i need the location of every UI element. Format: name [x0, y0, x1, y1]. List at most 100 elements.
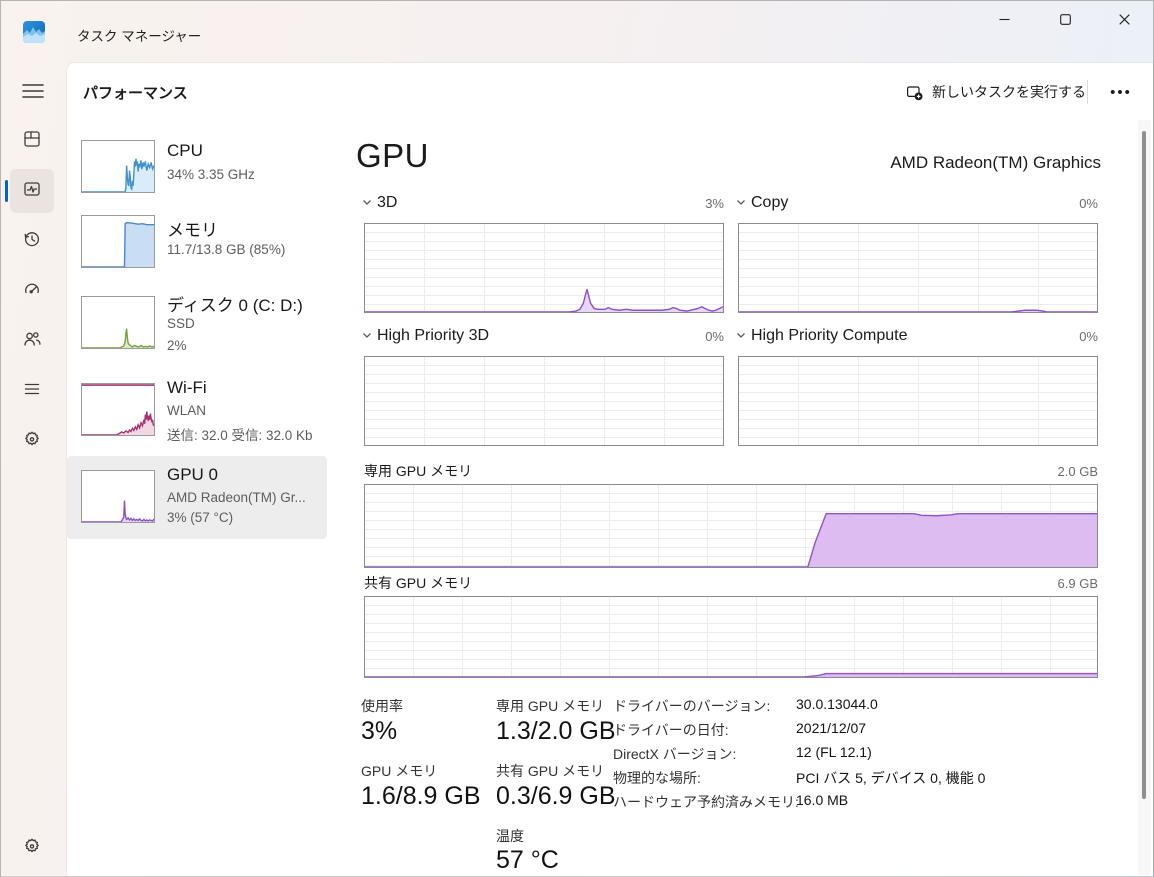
driver-date-value: 2021/12/07	[796, 720, 867, 736]
speedometer-icon	[22, 279, 42, 304]
wifi-network: WLAN	[167, 403, 207, 418]
shared-memory-max: 6.9 GB	[1057, 575, 1098, 591]
maximize-icon	[1059, 13, 1071, 28]
utilization-label: 使用率	[361, 698, 403, 714]
sidebar-item-app-history[interactable]	[10, 219, 54, 263]
engine-copy-label: Copy	[751, 194, 789, 211]
gpu-adapter: AMD Radeon(TM) Gr...	[167, 490, 306, 505]
engine-hp3d-label: High Priority 3D	[377, 327, 490, 344]
settings-gear-icon	[22, 836, 42, 861]
physical-location-label: 物理的な場所:	[613, 770, 701, 786]
disk-type: SSD	[167, 316, 195, 331]
sidebar-item-settings[interactable]	[10, 826, 54, 870]
temperature-value: 57 °C	[496, 846, 559, 874]
run-new-task-button[interactable]: 新しいタスクを実行する	[894, 75, 1098, 109]
shared-memory-chart	[364, 596, 1098, 678]
shared-memory-stat-value: 0.3/6.9 GB	[496, 782, 616, 810]
cpu-stats: 34% 3.35 GHz	[167, 167, 255, 182]
performance-icon	[22, 179, 42, 204]
hamburger-icon	[22, 83, 44, 104]
engine-hpcompute-selector[interactable]: High Priority Compute	[736, 327, 908, 345]
sidebar-item-performance[interactable]	[10, 169, 54, 213]
engine-3d-selector[interactable]: 3D	[362, 194, 397, 212]
window-title: タスク マネージャー	[77, 29, 202, 44]
maximize-button[interactable]	[1042, 3, 1088, 37]
dedicated-memory-max: 2.0 GB	[1057, 463, 1098, 479]
driver-version-label: ドライバーのバージョン:	[613, 698, 771, 714]
new-task-icon	[906, 84, 923, 101]
sidebar-item-details[interactable]	[10, 369, 54, 413]
gpu-usage-temp: 3% (57 °C)	[167, 510, 234, 525]
wifi-title: Wi-Fi	[167, 378, 207, 397]
disk-usage: 2%	[167, 338, 187, 353]
directx-version-label: DirectX バージョン:	[613, 746, 737, 762]
gpu-memory-value: 1.6/8.9 GB	[361, 782, 481, 810]
physical-location-value: PCI バス 5, デバイス 0, 機能 0	[796, 770, 986, 786]
minimize-icon	[999, 13, 1010, 28]
sidebar-item-services[interactable]	[10, 419, 54, 463]
processes-icon	[22, 129, 42, 154]
hw-reserved-memory-value: 16.0 MB	[796, 792, 849, 808]
cpu-mini-chart	[81, 140, 155, 193]
engine-3d-label: 3D	[377, 194, 398, 211]
driver-date-label: ドライバーの日付:	[613, 722, 729, 738]
users-icon	[22, 329, 42, 354]
driver-version-value: 30.0.13044.0	[796, 696, 878, 712]
disk-title: ディスク 0 (C: D:)	[167, 296, 303, 315]
gpu-memory-label: GPU メモリ	[361, 763, 438, 779]
engine-copy-chart	[738, 223, 1098, 313]
run-new-task-label: 新しいタスクを実行する	[932, 84, 1086, 100]
directx-version-value: 12 (FL 12.1)	[796, 744, 872, 760]
header-divider	[1087, 80, 1088, 104]
shared-memory-label: 共有 GPU メモリ	[364, 575, 473, 591]
dedicated-memory-stat-value: 1.3/2.0 GB	[496, 717, 616, 745]
sidebar-item-processes[interactable]	[10, 119, 54, 163]
chevron-down-icon	[736, 327, 746, 345]
engine-hp3d-chart	[364, 356, 724, 446]
gpu-adapter-name: AMD Radeon(TM) Graphics	[890, 153, 1101, 172]
memory-title: メモリ	[167, 221, 218, 240]
scrollbar-thumb[interactable]	[1142, 131, 1146, 799]
engine-copy-value: 0%	[1079, 195, 1098, 211]
task-manager-app-icon	[23, 21, 45, 43]
gpu-title: GPU 0	[167, 465, 219, 484]
history-clock-icon	[22, 229, 42, 254]
selected-nav-indicator	[5, 180, 8, 202]
dedicated-memory-chart	[364, 484, 1098, 568]
cpu-title: CPU	[167, 141, 203, 160]
details-list-icon	[22, 379, 42, 404]
utilization-value: 3%	[361, 717, 398, 745]
chevron-down-icon	[736, 194, 746, 212]
wifi-throughput: 送信: 32.0 受信: 32.0 Kb	[167, 428, 313, 443]
engine-hpcompute-label: High Priority Compute	[751, 327, 908, 344]
sidebar-item-users[interactable]	[10, 319, 54, 363]
engine-3d-value: 3%	[705, 195, 724, 211]
gpu-mini-chart	[81, 470, 155, 523]
services-gear-icon	[22, 429, 42, 454]
more-icon: •••	[1110, 83, 1132, 101]
engine-hpcompute-value: 0%	[1079, 328, 1098, 344]
dedicated-memory-stat-label: 専用 GPU メモリ	[496, 698, 605, 714]
navigation-menu-button[interactable]	[17, 79, 49, 107]
engine-copy-selector[interactable]: Copy	[736, 194, 788, 212]
chevron-down-icon	[362, 327, 372, 345]
more-options-button[interactable]: •••	[1101, 75, 1141, 109]
shared-memory-stat-label: 共有 GPU メモリ	[496, 763, 605, 779]
memory-stats: 11.7/13.8 GB (85%)	[167, 242, 286, 257]
engine-hp3d-selector[interactable]: High Priority 3D	[362, 327, 489, 345]
temperature-label: 温度	[496, 828, 524, 844]
sidebar-item-startup-apps[interactable]	[10, 269, 54, 313]
engine-hpcompute-chart	[738, 356, 1098, 446]
wifi-mini-chart	[81, 383, 155, 436]
dedicated-memory-label: 専用 GPU メモリ	[364, 463, 473, 479]
engine-hp3d-value: 0%	[705, 328, 724, 344]
memory-mini-chart	[81, 215, 155, 268]
gpu-pane-title: GPU	[356, 137, 430, 174]
minimize-button[interactable]	[981, 3, 1027, 37]
hw-reserved-memory-label: ハードウェア予約済みメモリ:	[613, 794, 799, 810]
disk-mini-chart	[81, 296, 155, 349]
page-title: パフォーマンス	[83, 85, 188, 102]
close-button[interactable]	[1101, 3, 1147, 37]
chevron-down-icon	[362, 194, 372, 212]
